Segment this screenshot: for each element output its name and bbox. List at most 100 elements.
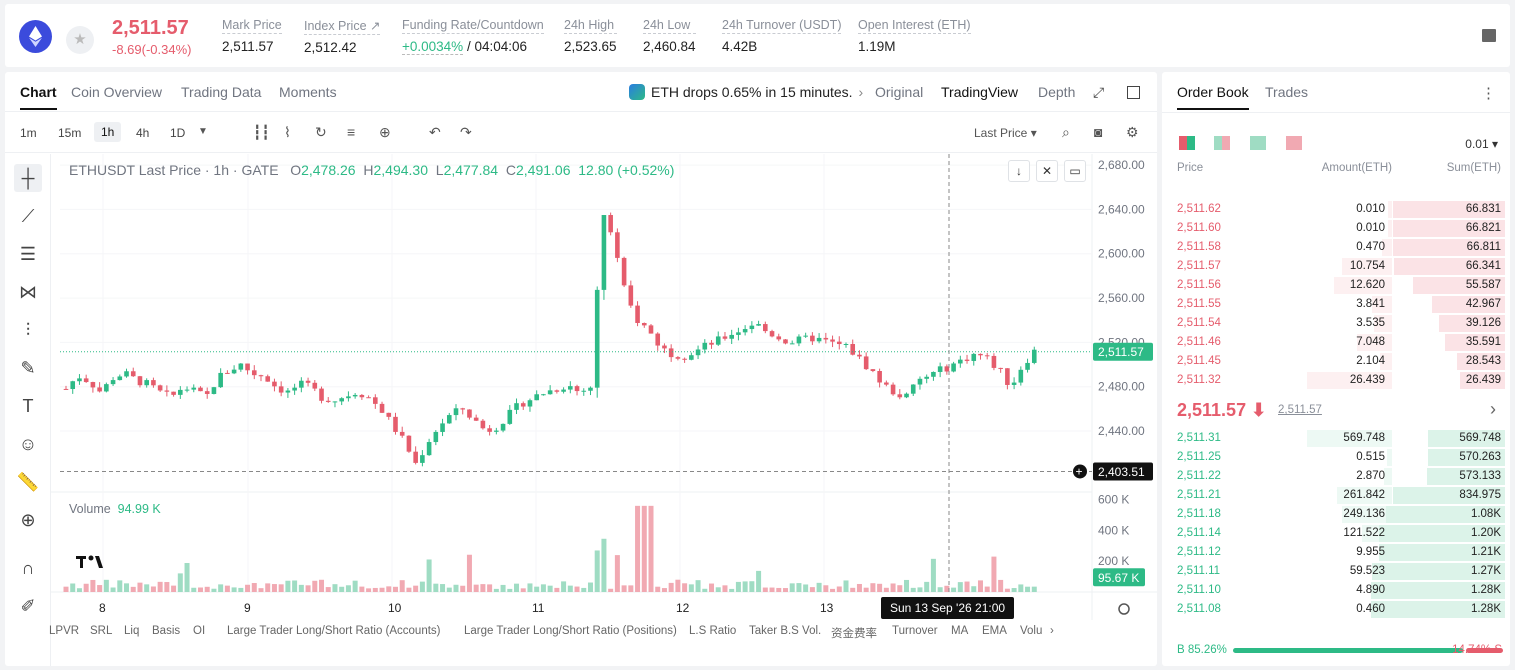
bid-sum: 834.975 xyxy=(1459,489,1501,501)
indicator-taker-bs-vol[interactable]: Taker B.S Vol. xyxy=(749,625,822,637)
undo-icon[interactable]: ↶ xyxy=(429,124,441,140)
refresh-icon[interactable]: ↻ xyxy=(315,124,327,140)
volume-bar xyxy=(977,580,983,592)
indicator-turnover[interactable]: Turnover xyxy=(892,625,938,637)
tab-chart[interactable]: Chart xyxy=(20,84,57,110)
camera-icon[interactable]: ◙ xyxy=(1094,124,1103,140)
indicator-ema[interactable]: EMA xyxy=(982,625,1007,637)
indicator-funding-rate[interactable]: 资金费率 xyxy=(831,628,877,640)
volume-bar xyxy=(285,580,291,592)
pencil-lock-tool-icon[interactable]: ✐ xyxy=(20,595,36,616)
settings-list-icon[interactable]: ≡ xyxy=(347,124,356,140)
favorite-star-icon[interactable]: ★ xyxy=(66,26,94,54)
bid-row[interactable]: 2,511.21 261.842 834.975 xyxy=(1162,486,1510,505)
window-icon[interactable] xyxy=(1127,86,1140,99)
search-icon[interactable]: ⌕ xyxy=(1062,124,1070,140)
timeframe-dropdown-icon[interactable]: ▼ xyxy=(198,126,208,137)
timeframe-15m[interactable]: 15m xyxy=(58,126,82,140)
tab-order-book[interactable]: Order Book xyxy=(1177,84,1249,110)
view-bids-icon[interactable] xyxy=(1250,136,1266,150)
brush-tool-icon[interactable]: ✎ xyxy=(20,357,36,378)
bid-row[interactable]: 2,511.10 4.890 1.28K xyxy=(1162,581,1510,600)
view-both-icon[interactable] xyxy=(1179,136,1195,150)
indicators-icon[interactable]: ⌇ xyxy=(284,124,291,140)
ask-row[interactable]: 2,511.62 0.010 66.831 xyxy=(1162,200,1510,219)
tab-trading-data[interactable]: Trading Data xyxy=(181,84,262,100)
pattern-tool-icon[interactable]: ⋈ xyxy=(19,281,37,302)
ask-row[interactable]: 2,511.54 3.535 39.126 xyxy=(1162,314,1510,333)
bid-row[interactable]: 2,511.22 2.870 573.133 xyxy=(1162,467,1510,486)
bid-row[interactable]: 2,511.11 59.523 1.27K xyxy=(1162,562,1510,581)
ask-row[interactable]: 2,511.45 2.104 28.543 xyxy=(1162,352,1510,371)
indicator-liq[interactable]: Liq xyxy=(124,625,140,637)
resize-icon[interactable]: ▭ xyxy=(1064,160,1086,182)
precision-select[interactable]: 0.01 ▾ xyxy=(1465,137,1498,151)
bid-row[interactable]: 2,511.25 0.515 570.263 xyxy=(1162,448,1510,467)
ask-row[interactable]: 2,511.56 12.620 55.587 xyxy=(1162,276,1510,295)
ask-row[interactable]: 2,511.57 10.754 66.341 xyxy=(1162,257,1510,276)
candle-type-icon[interactable]: ┇┇ xyxy=(253,124,270,140)
gear-icon[interactable]: ⚙ xyxy=(1126,124,1139,140)
last-price-tag xyxy=(1093,342,1153,361)
fib-tool-icon[interactable]: ⫶ xyxy=(25,319,31,340)
stat-index-price[interactable]: Index Price ↗ 2,512.42 xyxy=(304,18,381,55)
view-asks-icon[interactable] xyxy=(1286,136,1302,150)
more-options-icon[interactable]: ⋮ xyxy=(1481,85,1496,102)
ask-row[interactable]: 2,511.58 0.470 66.811 xyxy=(1162,238,1510,257)
trendline-tool-icon[interactable]: ⟋ xyxy=(21,205,35,226)
tab-moments[interactable]: Moments xyxy=(279,84,337,100)
indicator-ls-ratio[interactable]: L.S Ratio xyxy=(689,625,737,637)
timeframe-1d[interactable]: 1D xyxy=(170,126,186,140)
view-split-icon[interactable] xyxy=(1214,136,1230,150)
crosshair-tool-icon[interactable]: ┼ xyxy=(14,164,42,192)
chevron-right-icon[interactable]: › xyxy=(1490,399,1496,419)
price-alert-banner[interactable]: ETH drops 0.65% in 15 minutes. › xyxy=(629,84,863,100)
timeframe-1h[interactable]: 1h xyxy=(94,122,122,142)
ask-row[interactable]: 2,511.32 26.439 26.439 xyxy=(1162,371,1510,390)
view-original[interactable]: Original xyxy=(875,84,924,100)
bid-row[interactable]: 2,511.18 249.136 1.08K xyxy=(1162,505,1510,524)
bid-row[interactable]: 2,511.08 0.460 1.28K xyxy=(1162,600,1510,619)
indicator-large-trader-accounts[interactable]: Large Trader Long/Short Ratio (Accounts) xyxy=(227,625,441,637)
indicator-basis[interactable]: Basis xyxy=(152,625,181,637)
bid-row[interactable]: 2,511.12 9.955 1.21K xyxy=(1162,543,1510,562)
volume-bar xyxy=(144,584,150,592)
indicator-large-trader-positions[interactable]: Large Trader Long/Short Ratio (Positions… xyxy=(464,625,677,637)
collapse-icon[interactable]: ✕ xyxy=(1036,160,1058,182)
bid-row[interactable]: 2,511.31 569.748 569.748 xyxy=(1162,429,1510,448)
timeframe-1m[interactable]: 1m xyxy=(20,126,37,140)
redo-icon[interactable]: ↷ xyxy=(460,124,472,140)
price-type-select[interactable]: Last Price ▾ xyxy=(974,126,1037,140)
text-tool-icon[interactable]: T xyxy=(22,395,34,416)
ask-row[interactable]: 2,511.46 7.048 35.591 xyxy=(1162,333,1510,352)
volume-tick-label: 600 K xyxy=(1098,493,1129,507)
tab-trades[interactable]: Trades xyxy=(1265,84,1309,100)
crosshair-date-tag: Sun 13 Sep '26 21:00 xyxy=(881,597,1015,619)
volume-bar xyxy=(480,584,486,592)
change-value: 12.80 (+0.52%) xyxy=(578,162,675,178)
indicator-scroll-right-icon[interactable]: › xyxy=(1050,625,1054,637)
ask-row[interactable]: 2,511.60 0.010 66.821 xyxy=(1162,219,1510,238)
arrow-down-icon[interactable]: ↓ xyxy=(1008,160,1030,182)
candlestick-chart[interactable]: 2,680.002,640.002,600.002,560.002,520.00… xyxy=(5,72,1157,666)
bid-row[interactable]: 2,511.14 121.522 1.20K xyxy=(1162,524,1510,543)
magnet-tool-icon[interactable]: ∩ xyxy=(21,557,35,578)
indicator-oi[interactable]: OI xyxy=(193,625,206,637)
zoom-tool-icon[interactable]: ⊕ xyxy=(20,509,36,530)
timeframe-4h[interactable]: 4h xyxy=(136,126,150,140)
indicator-ma[interactable]: MA xyxy=(951,625,969,637)
ask-row[interactable]: 2,511.55 3.841 42.967 xyxy=(1162,295,1510,314)
book-icon[interactable] xyxy=(1482,29,1496,42)
fullscreen-icon[interactable]: ⤢ xyxy=(1093,84,1105,100)
emoji-tool-icon[interactable]: ☺ xyxy=(18,433,38,454)
ruler-tool-icon[interactable]: 📏 xyxy=(16,471,40,492)
horizontal-lines-tool-icon[interactable]: ☰ xyxy=(19,243,37,264)
add-indicator-icon[interactable]: ⊕ xyxy=(379,124,391,140)
indicator-volume[interactable]: Volu xyxy=(1020,625,1043,637)
view-tradingview[interactable]: TradingView xyxy=(941,84,1019,100)
view-depth[interactable]: Depth xyxy=(1038,84,1076,100)
indicator-srl[interactable]: SRL xyxy=(90,625,113,637)
candle-body xyxy=(1025,362,1030,370)
tab-coin-overview[interactable]: Coin Overview xyxy=(71,84,163,100)
indicator-lpvr[interactable]: LPVR xyxy=(49,625,80,637)
